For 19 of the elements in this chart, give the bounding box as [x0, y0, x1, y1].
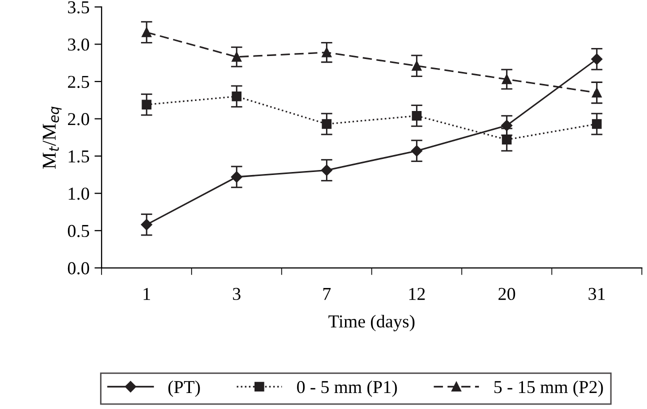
legend-label: 0 - 5 mm (P1)	[297, 380, 397, 397]
y-tick-label: 1.5	[68, 150, 90, 163]
x-axis-title: Time (days)	[328, 314, 414, 332]
x-tick-label: 12	[409, 288, 425, 300]
y-tick-label: 3.0	[68, 38, 90, 51]
y-tick-label: 1.0	[68, 188, 90, 200]
y-tick-label: 0.5	[68, 224, 90, 238]
y-tick-label: 2.0	[68, 113, 90, 126]
y-tick-label: 2.5	[68, 76, 90, 88]
legend-label: (PT)	[168, 380, 200, 397]
x-tick-label: 1	[144, 288, 150, 300]
x-tick-label: 20	[498, 288, 516, 300]
x-tick-label: 7	[323, 288, 331, 300]
x-tick-label: 3	[232, 288, 240, 300]
y-tick-label: 3.5	[68, 1, 90, 14]
x-tick-label: 31	[588, 288, 605, 300]
y-axis-title: M$_{t}$/M$_{eq}$	[42, 106, 62, 169]
y-tick-label: 0.0	[68, 262, 90, 274]
legend-label: 5 - 15 mm (P2)	[494, 380, 603, 397]
